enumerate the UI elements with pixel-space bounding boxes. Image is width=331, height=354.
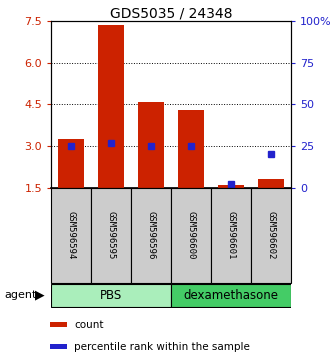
Bar	[50, 322, 67, 327]
Text: ▶: ▶	[35, 289, 45, 302]
Text: GSM596600: GSM596600	[187, 211, 196, 259]
Title: GDS5035 / 24348: GDS5035 / 24348	[110, 6, 233, 20]
Text: count: count	[74, 320, 104, 330]
Bar	[251, 188, 291, 283]
Text: GSM596596: GSM596596	[147, 211, 156, 259]
Bar	[131, 188, 171, 283]
Text: PBS: PBS	[100, 289, 122, 302]
Bar	[51, 285, 171, 307]
Text: GSM596594: GSM596594	[67, 211, 76, 259]
Text: GSM596602: GSM596602	[267, 211, 276, 259]
Bar	[211, 188, 251, 283]
Text: percentile rank within the sample: percentile rank within the sample	[74, 342, 250, 352]
Bar	[50, 344, 67, 349]
Bar	[171, 188, 211, 283]
Text: GSM596595: GSM596595	[107, 211, 116, 259]
Bar	[98, 25, 124, 188]
Bar	[58, 139, 84, 188]
Text: agent: agent	[4, 290, 36, 300]
Bar	[178, 110, 204, 188]
Bar	[91, 188, 131, 283]
Bar	[138, 102, 164, 188]
Bar	[51, 188, 91, 283]
Bar	[171, 285, 291, 307]
Bar	[218, 185, 244, 188]
Bar	[258, 179, 284, 188]
Text: GSM596601: GSM596601	[227, 211, 236, 259]
Text: dexamethasone: dexamethasone	[184, 289, 279, 302]
